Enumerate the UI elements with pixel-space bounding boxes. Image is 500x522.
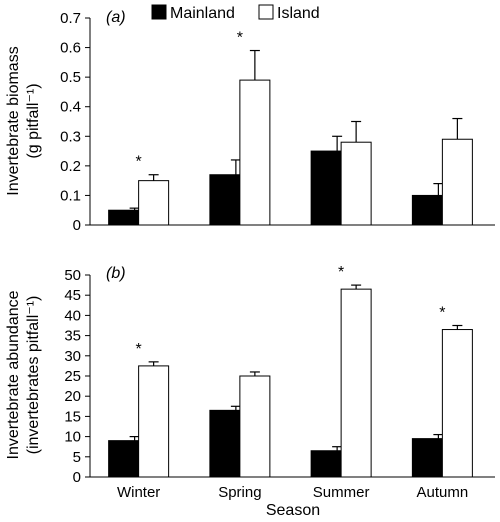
legend-swatch-mainland xyxy=(151,4,167,20)
panel-b-bar-mainland-winter xyxy=(108,440,140,478)
panel-a-error-bar xyxy=(148,174,159,181)
legend: Mainland Island xyxy=(151,4,320,22)
panel-b-y-tick-label: 30 xyxy=(64,348,81,365)
x-tick-label-summer: Summer xyxy=(313,484,370,501)
panel-a-error-bar xyxy=(230,159,241,175)
panel-b-y-tick-label: 25 xyxy=(64,368,81,385)
x-tick-label-spring: Spring xyxy=(218,484,261,501)
panel-b-y-tick-label: 35 xyxy=(64,328,81,345)
panel-a-y-tick-label: 0.7 xyxy=(60,10,81,27)
panel-a-error-bar xyxy=(452,117,463,140)
panel-b-bar-island-spring xyxy=(239,375,271,478)
legend-swatch-island xyxy=(258,4,274,20)
x-tick-label-autumn: Autumn xyxy=(417,484,469,501)
panel-b-y-tick-label: 0 xyxy=(73,469,81,486)
panel-a-bar-mainland-autumn xyxy=(411,194,443,226)
panel-b-ylabel-group: Invertebrate abundance xyxy=(5,290,22,459)
panel-a-bar-island-spring xyxy=(239,79,271,226)
panel-b-ylabel-units: (invertebrates pitfall⁻¹) xyxy=(25,296,42,455)
panel-a-label: (a) xyxy=(106,9,126,26)
x-tick-label-winter: Winter xyxy=(117,484,160,501)
panel-a: (a) Invertebrate biomass (g pitfall⁻¹) 0… xyxy=(5,9,495,234)
panel-b-bar-island-autumn xyxy=(441,329,473,478)
panel-a-error-bar xyxy=(351,120,362,143)
panel-a-bars: ** xyxy=(108,30,473,226)
panel-b-y-ticks: 0 5 10 15 20 25 30 35 40 45 50 xyxy=(64,267,90,486)
panel-b-label: (b) xyxy=(106,265,126,282)
panel-a-significance-marker: * xyxy=(237,30,243,47)
panel-a-ylabel: Invertebrate biomass xyxy=(5,46,22,195)
panel-a-y-tick-label: 0.1 xyxy=(60,187,81,204)
panel-a-ylabel-units-group: (g pitfall⁻¹) xyxy=(25,83,42,158)
panel-a-y-tick-label: 0.6 xyxy=(60,40,81,57)
panel-b-y-tick-label: 10 xyxy=(64,429,81,446)
panel-b-bar-island-winter xyxy=(138,365,170,478)
panel-b-bar-island-summer xyxy=(340,288,372,478)
x-axis-title: Season xyxy=(266,502,320,519)
panel-b-ylabel-units-group: (invertebrates pitfall⁻¹) xyxy=(25,296,42,455)
panel-b-ylabel: Invertebrate abundance xyxy=(5,290,22,459)
panel-a-bar-island-summer xyxy=(340,141,372,226)
panel-b-error-bar xyxy=(148,361,159,366)
panel-a-significance-marker: * xyxy=(136,154,142,171)
panel-b-error-bar xyxy=(230,405,241,411)
panel-b-significance-marker: * xyxy=(136,341,142,358)
panel-a-error-bar xyxy=(249,49,260,81)
panel-b-y-tick-label: 50 xyxy=(64,267,81,284)
panel-b-error-bar xyxy=(433,433,444,439)
legend-label-mainland: Mainland xyxy=(170,5,235,22)
panel-a-ylabel-group: Invertebrate biomass xyxy=(5,46,22,195)
panel-b-error-bar xyxy=(249,371,260,376)
panel-a-bar-mainland-summer xyxy=(310,150,342,226)
panel-b-y-tick-label: 45 xyxy=(64,287,81,304)
panel-b-error-bar xyxy=(332,446,343,451)
panel-b-y-tick-label: 5 xyxy=(73,449,81,466)
panel-a-error-bar xyxy=(129,207,140,211)
panel-b-bar-mainland-summer xyxy=(310,450,342,478)
panel-b-bar-mainland-autumn xyxy=(411,438,443,478)
panel-b-y-tick-label: 20 xyxy=(64,388,81,405)
panel-b-error-bar xyxy=(129,436,140,441)
panel-b-error-bar xyxy=(452,324,463,330)
panel-a-error-bar xyxy=(332,135,343,152)
panel-a-bar-island-autumn xyxy=(441,138,473,226)
panel-a-y-tick-label: 0 xyxy=(73,217,81,234)
legend-label-island: Island xyxy=(277,5,320,22)
panel-a-y-tick-label: 0.5 xyxy=(60,69,81,86)
panel-a-y-tick-label: 0.2 xyxy=(60,158,81,175)
panel-b-significance-marker: * xyxy=(439,305,445,322)
panel-a-bar-mainland-spring xyxy=(209,174,241,226)
panel-a-error-bar xyxy=(433,183,444,196)
panel-a-bar-island-winter xyxy=(138,180,170,226)
panel-b-x-tick-labels: Winter Spring Summer Autumn xyxy=(117,484,468,501)
panel-b-bars: * * * xyxy=(108,264,473,478)
panel-b-significance-marker: * xyxy=(338,264,344,281)
panel-a-y-tick-label: 0.4 xyxy=(60,99,81,116)
panel-b: (b) Invertebrate abundance (invertebrate… xyxy=(5,264,495,501)
panel-a-ylabel-units: (g pitfall⁻¹) xyxy=(25,83,42,158)
panel-a-y-ticks: 0 0.1 0.2 0.3 0.4 0.5 0.6 0.7 xyxy=(60,10,90,234)
panel-a-bar-mainland-winter xyxy=(108,209,140,226)
panel-a-y-tick-label: 0.3 xyxy=(60,128,81,145)
panel-b-y-tick-label: 40 xyxy=(64,307,81,324)
panel-b-bar-mainland-spring xyxy=(209,409,241,478)
panel-b-error-bar xyxy=(351,284,362,290)
panel-b-y-tick-label: 15 xyxy=(64,408,81,425)
